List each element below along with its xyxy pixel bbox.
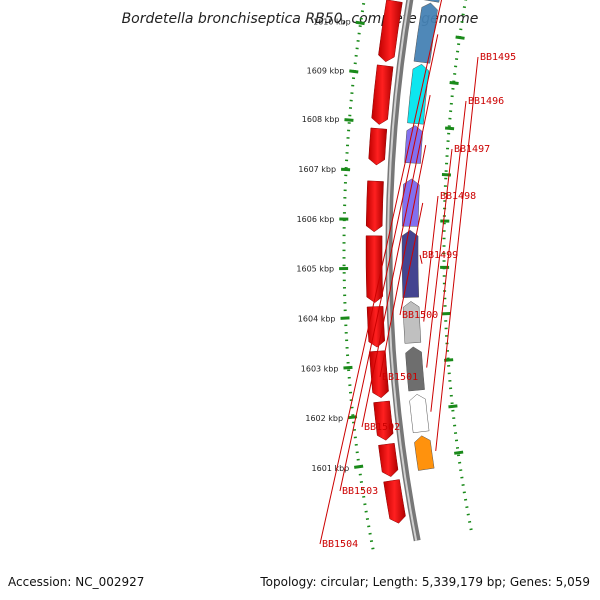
gene-labels: BB1495 BB1496 BB1497 BB1498 BB1499 BB1500 BB15… bbox=[319, 0, 516, 550]
gene-label-leader bbox=[435, 56, 479, 451]
genome-backbone bbox=[385, 0, 421, 542]
outer-gene-arrow bbox=[365, 180, 384, 233]
outer-gene-arrow bbox=[371, 64, 394, 125]
inner-tick-mark bbox=[455, 35, 465, 40]
backbone-highlight bbox=[387, 0, 418, 541]
gene-label: BB1504 bbox=[322, 539, 358, 550]
gene-label: BB1497 bbox=[454, 144, 490, 155]
gene-label: BB1499 bbox=[422, 250, 458, 261]
genome-summary-text: Topology: circular; Length: 5,339,179 bp… bbox=[259, 575, 590, 589]
outer-gene-arrow bbox=[373, 400, 394, 441]
gene-label: BB1503 bbox=[342, 486, 378, 497]
inner-gene-arrow bbox=[423, 0, 440, 3]
tick-mark bbox=[355, 20, 365, 26]
outer-gene-arrow bbox=[365, 235, 383, 303]
inner-tick-mark bbox=[448, 404, 458, 409]
tick-label: 1602 kbp bbox=[305, 414, 343, 423]
inner-gene-arrow bbox=[413, 2, 438, 64]
inner-tick-mark bbox=[444, 126, 455, 131]
outer-gene-arrow bbox=[383, 479, 406, 524]
gene-label: BB1501 bbox=[382, 372, 418, 383]
inner-gene-arrow bbox=[405, 346, 425, 392]
gene-label-leader bbox=[426, 148, 453, 368]
gene-label: BB1496 bbox=[468, 96, 504, 107]
tick-mark bbox=[343, 365, 353, 370]
gene-label-leader bbox=[319, 0, 443, 545]
outer-gene-arrow bbox=[366, 306, 385, 348]
tick-label: 1604 kbp bbox=[298, 315, 336, 324]
gene-label-leader bbox=[339, 34, 439, 492]
tick-label: 1607 kbp bbox=[298, 165, 336, 174]
tick-mark bbox=[349, 69, 359, 74]
kbp-ticks: 1601 kbp 1602 kbp 1603 kbp 1604 kbp 1605 kbp… bbox=[296, 0, 473, 550]
gene-label-leader bbox=[430, 100, 467, 412]
gene-label: BB1500 bbox=[402, 310, 438, 321]
tick-mark bbox=[354, 464, 364, 469]
gene-label: BB1498 bbox=[440, 191, 476, 202]
tick-mark bbox=[344, 118, 354, 122]
tick-label: 1606 kbp bbox=[297, 215, 335, 224]
inner-tick-mark bbox=[449, 81, 459, 86]
tick-label: 1608 kbp bbox=[302, 115, 340, 124]
inner-tick-dots bbox=[442, 0, 473, 531]
gene-label-leader bbox=[423, 195, 439, 322]
inner-gene-arrow bbox=[409, 393, 430, 434]
tick-label: 1610 kbp bbox=[313, 18, 351, 27]
gene-label-leader bbox=[419, 254, 423, 264]
inner-gene-arrow bbox=[401, 178, 420, 227]
gene-label-leader bbox=[399, 202, 424, 316]
inner-tick-mark bbox=[454, 450, 464, 455]
inner-gene-arrow bbox=[414, 435, 435, 471]
gene-label: BB1502 bbox=[364, 422, 400, 433]
gene-label: BB1495 bbox=[480, 52, 516, 63]
tick-label: 1601 kbp bbox=[312, 464, 350, 473]
accession-text: Accession: NC_002927 bbox=[8, 575, 144, 589]
tick-label: 1603 kbp bbox=[301, 364, 339, 373]
outer-gene-arrow bbox=[378, 0, 403, 63]
outer-gene-arrow bbox=[368, 127, 388, 166]
tick-label: 1609 kbp bbox=[307, 66, 345, 75]
gene-label-leader bbox=[379, 145, 427, 378]
inner-gene-arrow bbox=[402, 301, 422, 344]
gene-label-leader bbox=[361, 95, 431, 428]
outer-gene-arrow bbox=[378, 442, 399, 477]
outer-gene-arrow bbox=[369, 350, 389, 399]
tick-label: 1605 kbp bbox=[296, 265, 334, 274]
